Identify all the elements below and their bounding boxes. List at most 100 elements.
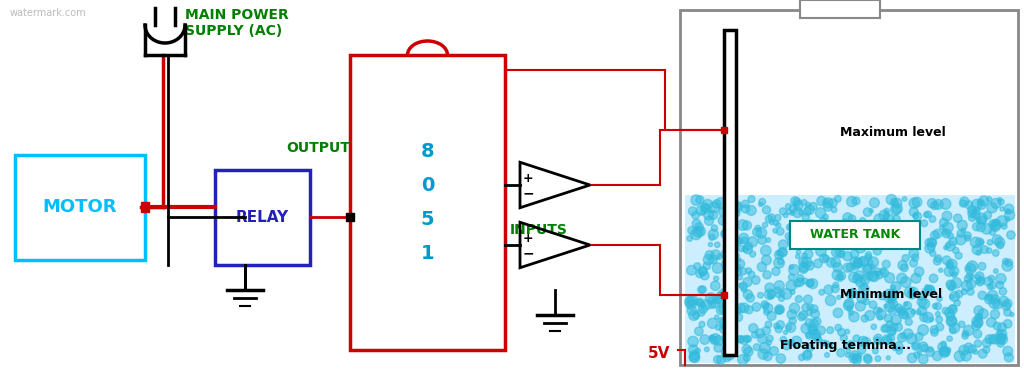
Point <box>780 203 797 209</box>
Point <box>856 284 872 290</box>
Point <box>860 356 877 363</box>
Point <box>758 248 774 254</box>
Point <box>904 355 921 361</box>
Point <box>768 323 784 329</box>
Point <box>964 207 980 213</box>
Point <box>701 252 718 258</box>
Point <box>783 264 800 270</box>
Point <box>943 285 959 291</box>
Point <box>968 322 984 328</box>
Point <box>688 231 705 237</box>
Point <box>840 214 856 220</box>
Point <box>970 279 986 285</box>
Point <box>905 289 922 295</box>
Point <box>972 279 988 285</box>
Point <box>760 321 776 327</box>
Point <box>864 302 881 308</box>
Text: −: − <box>522 247 534 261</box>
Point <box>817 214 834 220</box>
Point <box>861 313 878 319</box>
Point <box>698 302 715 308</box>
Text: MAIN POWER
SUPPLY (AC): MAIN POWER SUPPLY (AC) <box>185 8 289 38</box>
Point <box>722 200 738 206</box>
Point <box>790 254 806 260</box>
Point <box>846 355 862 361</box>
Point <box>878 217 894 223</box>
Point <box>813 289 829 295</box>
Point <box>983 276 999 282</box>
Point <box>913 308 930 314</box>
Point <box>822 297 839 304</box>
Point <box>906 200 923 206</box>
Point <box>711 338 727 344</box>
Point <box>987 296 1004 302</box>
Point <box>841 301 857 307</box>
Point <box>873 228 890 234</box>
Point <box>786 237 803 243</box>
Point <box>775 242 792 248</box>
Point <box>800 296 816 302</box>
Point <box>942 233 958 239</box>
Point <box>705 320 721 326</box>
Point <box>818 198 835 204</box>
Point <box>933 267 949 273</box>
Point <box>769 215 785 221</box>
Point <box>728 211 744 217</box>
Point <box>885 329 901 335</box>
Point <box>732 336 749 342</box>
Point <box>716 290 732 296</box>
Point <box>843 264 859 270</box>
Point <box>944 327 961 333</box>
Point <box>716 325 732 331</box>
Point <box>913 299 930 305</box>
Point <box>975 311 991 317</box>
Point <box>941 310 957 316</box>
Point <box>882 297 898 304</box>
Point <box>688 299 705 305</box>
Point <box>853 258 869 264</box>
Point <box>711 345 727 351</box>
Point <box>896 196 912 202</box>
Point <box>972 199 988 205</box>
Point <box>831 274 848 280</box>
Point <box>885 301 901 307</box>
Point <box>823 259 840 265</box>
Point <box>754 199 770 205</box>
Point <box>857 231 873 237</box>
Point <box>987 250 1004 256</box>
Point <box>687 212 703 218</box>
Point <box>807 332 823 338</box>
Point <box>987 268 1004 274</box>
Point <box>981 248 997 254</box>
Point <box>888 216 904 222</box>
Point <box>920 211 936 217</box>
Point <box>796 262 812 268</box>
Point <box>682 297 698 304</box>
Point <box>880 337 896 343</box>
Point <box>955 200 972 206</box>
Point <box>956 289 973 295</box>
Point <box>717 320 733 326</box>
Text: watermark.com: watermark.com <box>10 8 87 18</box>
Point <box>843 291 859 297</box>
Point <box>903 291 920 297</box>
Point <box>849 239 865 245</box>
Point <box>938 349 954 355</box>
Point <box>874 268 891 274</box>
Point <box>829 264 846 270</box>
Point <box>944 318 961 324</box>
Point <box>943 283 959 289</box>
Point <box>877 325 893 332</box>
Point <box>694 306 711 312</box>
Point <box>1000 206 1017 212</box>
Point <box>798 214 814 220</box>
Point <box>762 336 778 342</box>
Text: −: − <box>522 187 534 201</box>
Point <box>866 200 883 206</box>
Point <box>888 225 904 231</box>
Point <box>968 349 984 355</box>
Point <box>696 336 713 342</box>
Point <box>801 251 817 257</box>
Point <box>853 347 869 353</box>
Point <box>911 334 928 340</box>
